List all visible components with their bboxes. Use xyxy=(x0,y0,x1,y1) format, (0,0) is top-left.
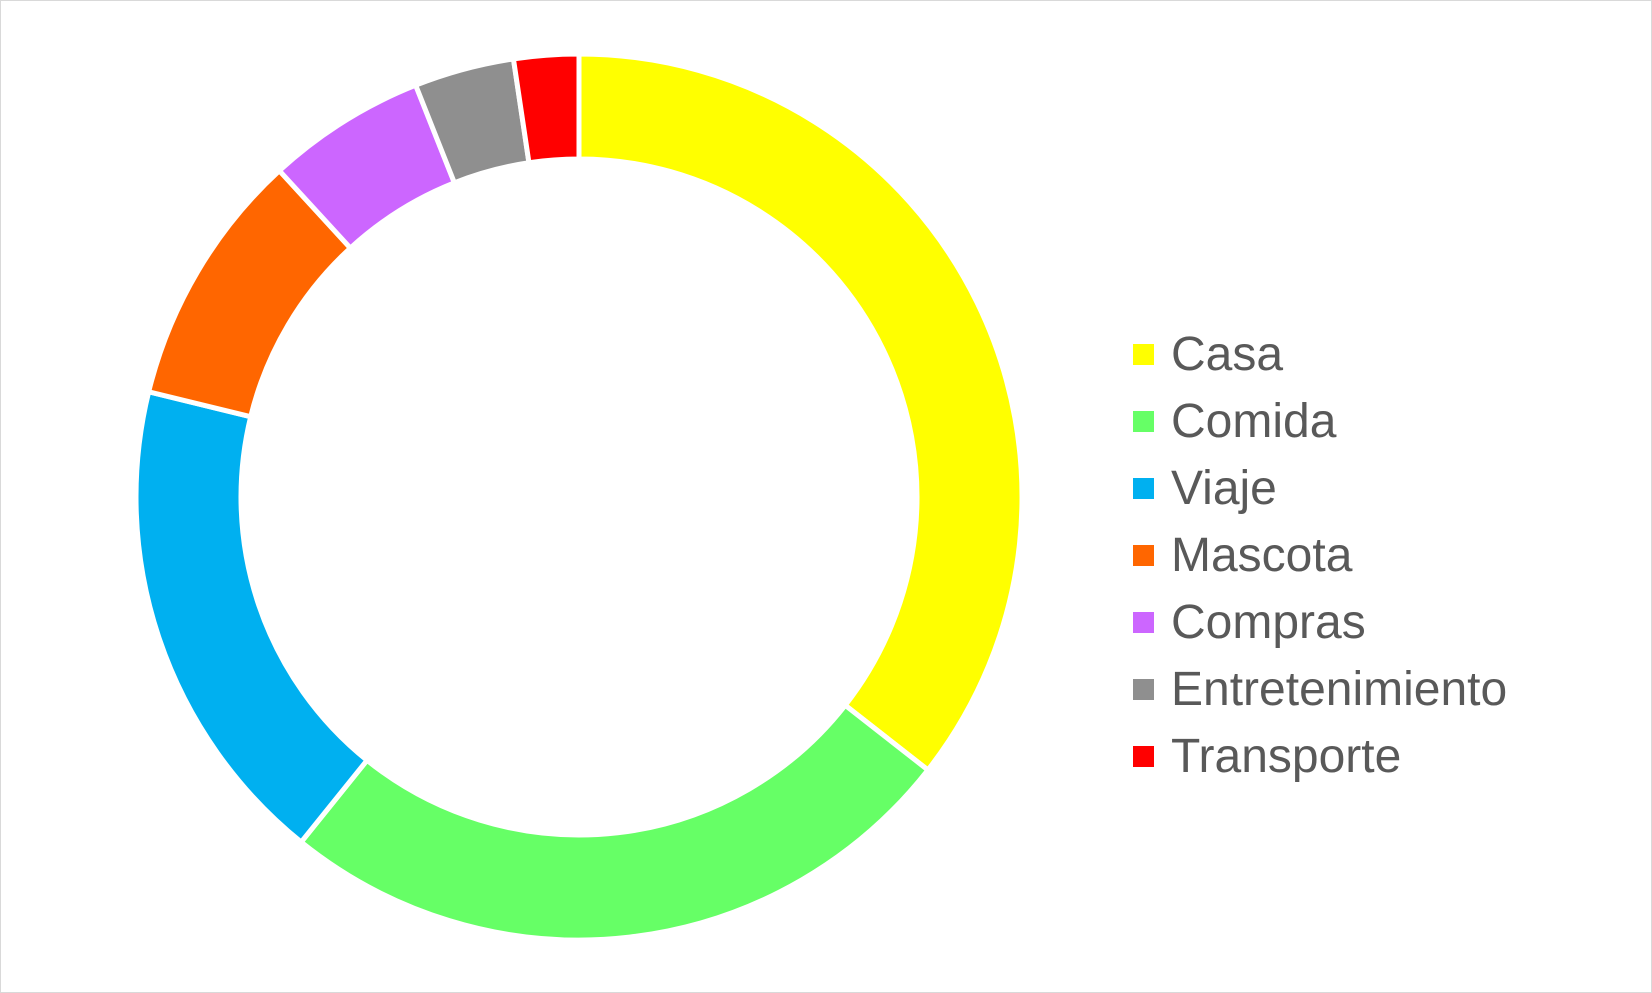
legend-swatch xyxy=(1133,545,1154,566)
legend-item-comida: Comida xyxy=(1133,388,1507,455)
legend-label: Entretenimiento xyxy=(1171,662,1508,716)
legend-swatch xyxy=(1133,411,1154,432)
legend-swatch xyxy=(1133,679,1154,700)
legend-item-transporte: Transporte xyxy=(1133,723,1507,790)
legend-label: Transporte xyxy=(1171,729,1402,783)
legend-label: Casa xyxy=(1171,327,1284,381)
slice-comida xyxy=(297,701,932,943)
slice-transporte xyxy=(510,51,582,166)
legend-label: Viaje xyxy=(1171,461,1277,515)
chart-legend: Casa Comida Viaje Mascota Compras Entretenimi… xyxy=(1133,321,1507,790)
legend-label: Mascota xyxy=(1171,528,1353,582)
legend-swatch xyxy=(1133,746,1154,767)
legend-item-casa: Casa xyxy=(1133,321,1507,388)
legend-label: Comida xyxy=(1171,394,1337,448)
legend-swatch xyxy=(1133,344,1154,365)
legend-label: Compras xyxy=(1171,595,1366,649)
legend-item-entretenimiento: Entretenimiento xyxy=(1133,656,1507,723)
legend-item-mascota: Mascota xyxy=(1133,522,1507,589)
slice-casa xyxy=(576,51,1025,774)
legend-item-viaje: Viaje xyxy=(1133,455,1507,522)
legend-swatch xyxy=(1133,478,1154,499)
slice-viaje xyxy=(133,388,371,846)
legend-swatch xyxy=(1133,612,1154,633)
legend-item-compras: Compras xyxy=(1133,589,1507,656)
